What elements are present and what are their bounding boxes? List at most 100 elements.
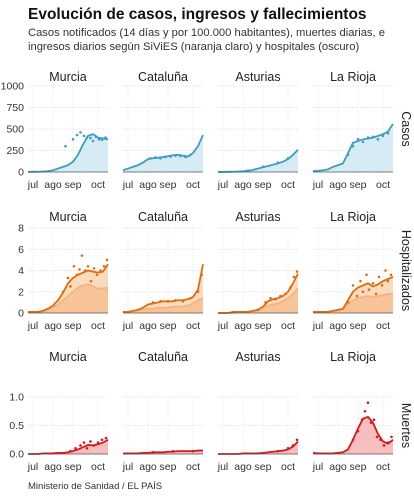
x-tick-label: sep (350, 461, 367, 473)
data-point (279, 294, 282, 298)
y-tick-label: 2 (18, 286, 24, 298)
data-point (363, 409, 367, 413)
x-tick-label: sep (65, 179, 82, 191)
data-point (91, 139, 95, 143)
y-tick-label: 750 (6, 102, 24, 114)
data-point (361, 140, 365, 144)
x-tick-label: sep (160, 179, 177, 191)
data-point (79, 444, 82, 447)
region-label: Murcia (49, 350, 87, 364)
data-point (384, 269, 387, 272)
x-tick-label: oct (376, 320, 390, 332)
data-point (179, 154, 182, 158)
data-point (174, 154, 177, 157)
data-point (151, 450, 155, 454)
data-point (386, 279, 390, 283)
data-point (295, 270, 299, 273)
data-point (100, 138, 104, 142)
chart-title: Evolución de casos, ingresos y fallecimi… (28, 6, 367, 23)
y-tick-label: 0.0 (9, 449, 24, 461)
data-point (181, 300, 185, 303)
data-point (366, 136, 370, 139)
y-tick-label: 4 (18, 265, 24, 277)
x-tick-label: jul (312, 461, 324, 473)
x-tick-label: sep (350, 320, 367, 332)
data-point (276, 161, 280, 164)
x-tick-label: jul (217, 461, 229, 473)
data-point (286, 447, 290, 450)
series-line (123, 449, 203, 455)
x-tick-label: jul (27, 320, 39, 332)
data-point (274, 297, 277, 301)
area-sivies (313, 293, 393, 313)
data-point (99, 269, 102, 272)
data-point (92, 267, 96, 270)
data-point (284, 292, 287, 296)
panel-la-rioja: La Rioja jul ago sep oct (312, 70, 394, 191)
data-point (104, 136, 107, 139)
data-point (159, 156, 162, 160)
data-point (200, 273, 203, 277)
x-tick-label: sep (65, 320, 82, 332)
region-label: Asturias (235, 350, 280, 364)
data-point (346, 301, 350, 304)
data-point (72, 264, 76, 268)
x-tick-label: sep (160, 461, 177, 473)
x-tick-label: sep (350, 179, 367, 191)
row-label: Hospitalizados (399, 230, 413, 311)
area (28, 439, 108, 454)
x-tick-label: jul (217, 179, 229, 191)
data-point (286, 156, 290, 160)
x-tick-label: oct (91, 179, 105, 191)
x-tick-label: ago (234, 320, 252, 332)
data-point (379, 438, 382, 442)
data-point (105, 258, 109, 262)
data-point (100, 438, 104, 442)
x-tick-label: ago (139, 461, 157, 473)
data-point (97, 138, 101, 141)
data-point (78, 268, 81, 271)
x-tick-label: sep (255, 320, 272, 332)
data-point (86, 264, 90, 268)
area-sivies (218, 288, 298, 313)
data-point (371, 135, 375, 139)
data-point (85, 447, 89, 450)
x-tick-label: ago (329, 320, 347, 332)
data-point (359, 279, 362, 283)
data-point (85, 136, 89, 139)
x-tick-label: jul (122, 320, 134, 332)
data-point (74, 447, 77, 450)
row-label: Casos (399, 111, 413, 146)
data-point (169, 155, 172, 158)
data-point (276, 449, 280, 453)
panel-murcia: Murcia jul ago sep oct (27, 210, 109, 332)
data-point (369, 421, 373, 424)
area-sivies (28, 284, 108, 313)
area (313, 123, 393, 172)
data-point (367, 288, 371, 291)
data-point (355, 294, 359, 298)
data-point (351, 144, 355, 148)
x-tick-label: oct (281, 461, 295, 473)
panel-asturias: Asturias jul ago sep oct (217, 210, 299, 332)
x-tick-label: sep (65, 461, 82, 473)
data-point (82, 134, 86, 138)
x-tick-label: sep (255, 179, 272, 191)
area-sivies (123, 298, 203, 313)
data-point (374, 292, 378, 296)
data-point (289, 286, 292, 289)
x-tick-label: ago (44, 320, 62, 332)
panel-asturias: Asturias jul ago sep oct (217, 350, 299, 473)
data-point (96, 441, 100, 444)
data-point (159, 300, 162, 303)
area (218, 441, 298, 454)
data-point (184, 155, 187, 159)
data-point (82, 441, 86, 444)
data-point (351, 438, 355, 442)
x-tick-label: oct (281, 320, 295, 332)
row-label: Muertes (399, 403, 413, 448)
data-point (166, 300, 170, 303)
region-label: La Rioja (330, 70, 376, 84)
